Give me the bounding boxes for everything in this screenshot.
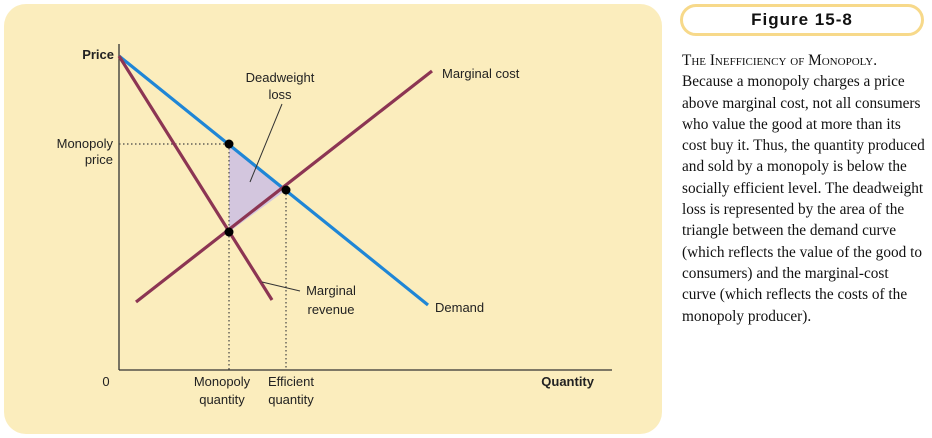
monopoly-quantity-label-2: quantity bbox=[199, 392, 245, 407]
marginal-revenue-label-2: revenue bbox=[308, 302, 355, 317]
figure-panel bbox=[4, 4, 662, 434]
figure-label-badge: Figure 15-8 bbox=[680, 4, 924, 36]
demand-curve bbox=[117, 54, 430, 307]
efficient-point bbox=[281, 185, 291, 195]
figure-label: Figure 15-8 bbox=[751, 10, 853, 29]
monopoly-diagram: Price Quantity 0 Monopoly price Deadweig… bbox=[57, 44, 612, 407]
marginal-revenue-label-1: Marginal bbox=[306, 283, 356, 298]
monopoly-quantity-label-1: Monopoly bbox=[194, 374, 251, 389]
demand-label: Demand bbox=[435, 300, 484, 315]
deadweight-loss-area bbox=[229, 144, 286, 232]
caption-body: Because a monopoly charges a price above… bbox=[682, 73, 925, 325]
y-axis-label: Price bbox=[82, 47, 114, 62]
deadweight-leader bbox=[249, 103, 283, 183]
deadweight-label-1: Deadweight bbox=[246, 70, 315, 85]
origin-label: 0 bbox=[102, 374, 109, 389]
marginal-revenue-leader bbox=[261, 281, 301, 292]
monopoly-price-label-2: price bbox=[85, 152, 113, 167]
monopoly-mc-point bbox=[224, 227, 234, 237]
figure-caption: The Inefficiency of Monopoly. Because a … bbox=[682, 50, 926, 327]
monopoly-price-point bbox=[224, 139, 234, 149]
monopoly-price-label-1: Monopoly bbox=[57, 136, 114, 151]
caption-heading: The Inefficiency of Monopoly. bbox=[682, 52, 878, 69]
efficient-quantity-label-2: quantity bbox=[268, 392, 314, 407]
deadweight-label-2: loss bbox=[268, 87, 292, 102]
x-axis-label: Quantity bbox=[541, 374, 594, 389]
efficient-quantity-label-1: Efficient bbox=[268, 374, 314, 389]
marginal-revenue-curve bbox=[117, 55, 274, 301]
marginal-cost-label: Marginal cost bbox=[442, 66, 520, 81]
